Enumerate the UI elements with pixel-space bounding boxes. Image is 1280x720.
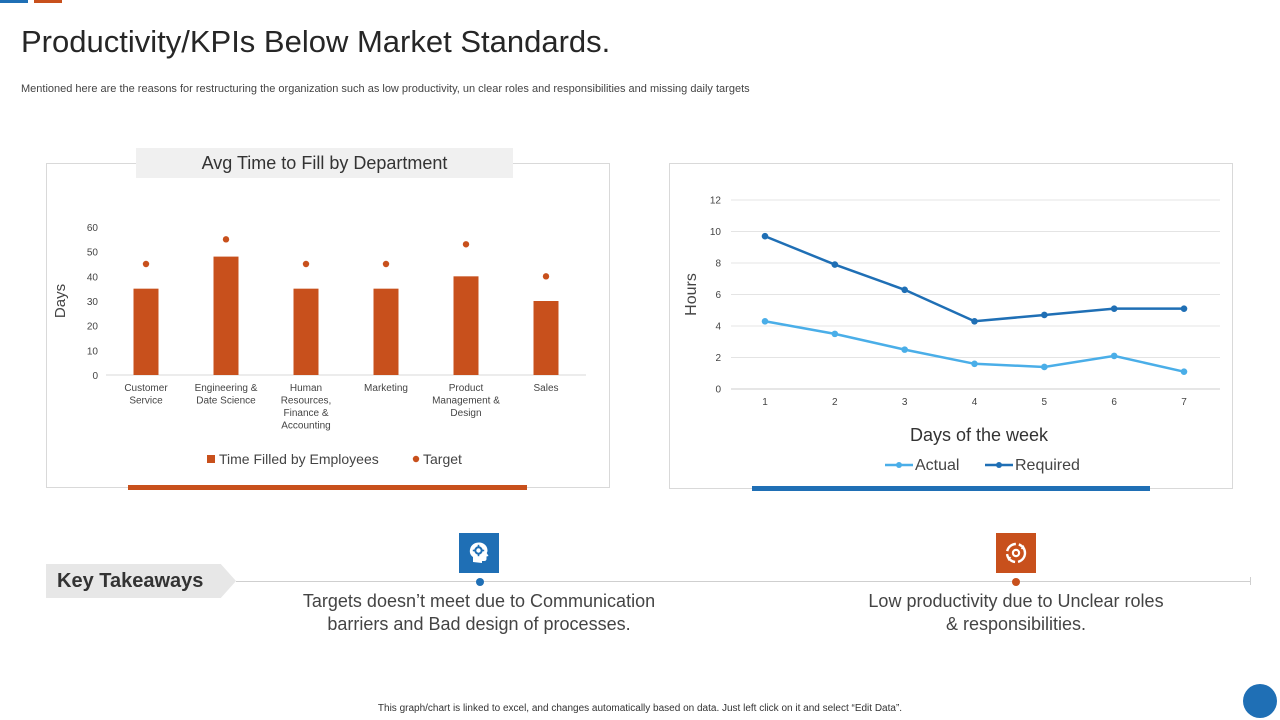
bar-5	[453, 276, 479, 375]
bar-y-tick-label: 0	[92, 371, 98, 382]
series-point-actual	[761, 317, 769, 325]
line-y-axis-label: Hours	[683, 273, 700, 316]
line-x-tick-label: 5	[1042, 397, 1048, 408]
bar-3	[293, 288, 319, 375]
bar-2	[213, 256, 239, 375]
bar-4	[373, 288, 399, 375]
bar-y-tick-label: 40	[87, 272, 99, 283]
bar-y-tick-label: 60	[87, 223, 99, 234]
legend-marker-actual	[896, 462, 902, 468]
series-point-required	[761, 232, 769, 240]
bar-category-label: Sales	[533, 383, 558, 394]
line-y-tick-label: 10	[710, 227, 722, 238]
footnote: This graph/chart is linked to excel, and…	[377, 703, 903, 714]
legend-label-target: Target	[423, 451, 462, 467]
line-y-tick-label: 4	[715, 322, 721, 333]
line-x-tick-label: 4	[972, 397, 978, 408]
bar-category-label: Product Management & Design	[432, 383, 500, 419]
bar-chart[interactable]: 0 10 20 30 40 50 60 Days Customer Service Engineer…	[46, 163, 608, 486]
target-dot-2	[222, 236, 230, 243]
target-dot-3	[302, 260, 310, 268]
line-x-tick-label: 1	[762, 397, 768, 408]
line-x-axis-label: Days of the week	[910, 425, 1049, 445]
bar-y-tick-label: 10	[87, 346, 99, 357]
line-x-tick-label: 6	[1111, 397, 1117, 408]
takeaway-text-2: Low productivity due to Unclear roles & …	[806, 590, 1226, 636]
line-chart-accent-bar	[752, 486, 1150, 491]
bar-y-axis-label: Days	[52, 284, 69, 318]
takeaway-1-line-1: Targets doesn’t meet due to Communicatio…	[302, 591, 656, 611]
series-point-actual	[971, 360, 978, 368]
timeline-end-tick	[1250, 577, 1251, 585]
target-dot-5	[462, 241, 470, 248]
bar-category-label: Customer Service	[124, 383, 168, 407]
series-point-actual	[901, 346, 908, 353]
series-line-required	[764, 235, 1184, 323]
legend-label-bars: Time Filled by Employees	[219, 451, 379, 467]
bar-category-label: Human Resources, Finance & Accounting	[281, 383, 332, 432]
page-subtitle: Mentioned here are the reasons for restr…	[21, 83, 750, 95]
takeaway-2-line-2: & responsibilities.	[945, 614, 1087, 634]
series-point-required	[901, 286, 908, 294]
series-point-required	[1041, 311, 1048, 319]
bar-y-tick-label: 20	[87, 322, 99, 333]
line-x-tick-label: 3	[902, 397, 908, 408]
legend-label-required: Required	[1015, 457, 1080, 474]
line-y-tick-label: 0	[715, 385, 721, 396]
key-takeaways-label: Key Takeaways	[46, 564, 236, 598]
series-point-actual	[831, 330, 839, 338]
takeaway-1-line-2: barriers and Bad design of processes.	[327, 614, 631, 634]
timeline-marker-1	[476, 578, 484, 586]
bar-y-tick-label: 30	[87, 297, 99, 308]
bar-category-label: Marketing	[364, 383, 408, 394]
top-accent-blue	[0, 0, 28, 3]
top-accent-orange	[34, 0, 62, 3]
page-title: Productivity/KPIs Below Market Standards…	[21, 24, 611, 59]
series-point-required	[1180, 305, 1188, 312]
bar-y-tick-label: 50	[87, 248, 99, 259]
series-point-required	[1110, 305, 1118, 312]
circular-arrows-icon	[996, 533, 1036, 573]
takeaway-2-line-1: Low productivity due to Unclear roles	[868, 591, 1164, 611]
legend-label-actual: Actual	[915, 457, 959, 474]
target-dot-1	[142, 260, 150, 268]
line-y-tick-label: 8	[715, 259, 721, 270]
bar-1	[133, 288, 159, 375]
series-point-actual	[1041, 363, 1048, 371]
line-x-tick-label: 7	[1181, 397, 1187, 408]
line-y-tick-label: 12	[710, 196, 722, 207]
timeline-marker-2	[1012, 578, 1020, 586]
line-x-tick-label: 2	[832, 397, 838, 408]
bar-6	[533, 301, 559, 375]
target-dot-4	[382, 260, 390, 268]
legend-marker-required	[996, 462, 1002, 468]
line-y-tick-label: 2	[715, 353, 721, 364]
bar-chart-title: Avg Time to Fill by Department	[136, 148, 513, 178]
series-point-actual	[1180, 368, 1188, 375]
legend-swatch-bars	[207, 455, 215, 463]
corner-circle-decoration	[1243, 684, 1277, 718]
line-y-tick-label: 6	[715, 290, 721, 301]
takeaways-timeline	[236, 581, 1250, 582]
series-point-required	[831, 261, 839, 268]
takeaway-text-1: Targets doesn’t meet due to Communicatio…	[269, 590, 689, 636]
head-gear-icon	[459, 533, 499, 573]
legend-swatch-target	[412, 455, 420, 463]
target-dot-6	[542, 273, 550, 280]
bar-chart-accent-bar	[128, 485, 527, 490]
bar-category-label: Engineering & Date Science	[195, 383, 258, 407]
series-point-required	[971, 317, 978, 325]
series-point-actual	[1110, 352, 1118, 360]
